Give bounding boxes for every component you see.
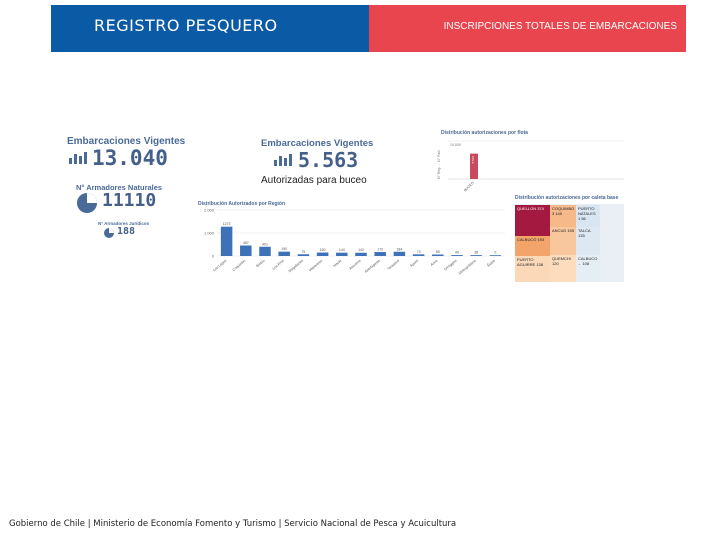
bar-value-label: 38	[474, 251, 478, 255]
bar	[451, 255, 463, 256]
page-title: REGISTRO PESQUERO	[94, 16, 278, 35]
bar	[355, 252, 367, 256]
bar-value-label: 401	[262, 242, 268, 246]
bar-value-label: 150	[320, 248, 326, 252]
treemap-cell: QUEMCHI 120	[550, 255, 576, 282]
bar	[412, 254, 425, 256]
bar-value-label: 65	[436, 250, 440, 254]
kpi-armadores-naturales-value: 11110	[102, 190, 157, 211]
bar	[470, 255, 482, 256]
page-subtitle: INSCRIPCIONES TOTALES DE EMBARCACIONES	[443, 21, 677, 32]
y-tick-label: 0	[212, 254, 215, 259]
x-tick-label: Magallanes	[288, 259, 304, 274]
kpi-vigentes-title: Embarcaciones Vigentes	[67, 136, 186, 147]
bar-value-label: 190	[281, 247, 287, 251]
pie-chart-icon	[104, 228, 114, 238]
region-chart-title: Distribución Autorizados por Región	[198, 201, 286, 207]
treemap-cell: ANCUD 155	[550, 227, 576, 255]
treemap-cell: PUERTO AGUIRRE 138	[515, 256, 550, 282]
y-axis-label: N° Reg. ... N° Part.	[437, 150, 441, 179]
treemap-cell: PUERTO NATALES 1 56	[576, 205, 600, 227]
kpi-armadores-juridicos-title: N° Armadores Jurídicos	[98, 221, 150, 226]
bar	[374, 252, 386, 256]
treemap-cell: CALBUCO ... 108	[576, 255, 600, 282]
x-tick-label: Maule	[333, 259, 343, 268]
bar-value-label: 5.563	[471, 156, 475, 164]
bar	[297, 254, 310, 256]
x-tick-label: Arica	[430, 259, 439, 267]
treemap-cell: TALCA 135	[576, 227, 600, 255]
bar-value-label: 144	[339, 248, 345, 252]
kpi-armadores-naturales-title: N° Armadores Naturales	[76, 183, 163, 192]
x-tick-label: Atacama	[348, 259, 361, 271]
x-tick-label: Tarapacá	[386, 259, 400, 271]
region-bar-chart: 2.000 1.000 0 1273 Los Lagos 457 Coquimbo 401 Bi…	[204, 208, 505, 276]
x-tick-label: Los Lagos	[212, 259, 227, 273]
header-subtitle-bar: INSCRIPCIONES TOTALES DE EMBARCACIONES	[369, 5, 686, 52]
x-tick-label: Los Ríos	[272, 259, 285, 271]
header-title-bar: REGISTRO PESQUERO	[51, 5, 369, 52]
x-tick-label: O'Higgins	[444, 259, 458, 272]
bar-chart-icon	[272, 152, 292, 166]
bar	[393, 251, 406, 256]
kpi-buceo-caption: Autorizadas para buceo	[261, 175, 367, 186]
flota-bar-chart: N° Reg. ... N° Part. 10.000 5.563 BUCEO	[437, 140, 624, 193]
x-tick-label: Aysén	[409, 259, 419, 268]
kpi-vigentes-value: 13.040	[92, 146, 168, 170]
bar	[220, 226, 233, 256]
kpi-buceo-title: Embarcaciones Vigentes	[261, 138, 374, 149]
bar-value-label: 142	[358, 248, 364, 252]
bar-chart-icon	[67, 150, 87, 164]
x-tick-label: Biobío	[255, 259, 265, 268]
treemap-cell: COQUIMBO 3 145	[550, 205, 576, 227]
bar-value-label: 40	[455, 251, 459, 255]
bar	[336, 252, 348, 256]
bar-value-label: 172	[377, 248, 383, 252]
flota-chart-title: Distribución autorizaciones por flota	[441, 130, 528, 136]
bar	[278, 251, 290, 256]
caleta-table-title: Distribución autorizaciones por caleta b…	[515, 195, 619, 201]
x-tick-label: Metropolitana	[458, 259, 477, 276]
bar-value-label: 457	[243, 241, 249, 245]
footer-text: Gobierno de Chile | Ministerio de Econom…	[9, 519, 457, 529]
x-tick-label: Coquimbo	[232, 259, 247, 272]
bar	[470, 153, 478, 179]
bar	[489, 255, 502, 256]
y-tick-label: 1.000	[204, 231, 215, 236]
x-tick-label: BUCEO	[463, 181, 475, 193]
kpi-armadores-juridicos-value: 188	[117, 226, 136, 237]
x-tick-label: Ñuble	[486, 258, 496, 268]
bar	[240, 245, 252, 256]
y-tick-label: 2.000	[204, 208, 215, 213]
bar-value-label: 1273	[223, 222, 231, 226]
kpi-buceo-value: 5.563	[298, 148, 359, 172]
treemap-cell: QUELLON 374	[515, 205, 550, 236]
bar-value-label: 73	[417, 250, 421, 254]
bar	[316, 252, 329, 256]
x-tick-label: Valparaíso	[308, 259, 323, 273]
bar	[432, 254, 444, 256]
bar-value-label: 0	[494, 251, 496, 255]
bar-value-label: 75	[301, 250, 305, 254]
x-tick-label: Antofagasta	[364, 259, 381, 274]
y-tick-label: 10.000	[450, 143, 461, 147]
bar	[259, 246, 271, 256]
treemap-cell: CALBUCO 193	[515, 236, 550, 256]
pie-chart-icon	[77, 193, 97, 213]
bar-value-label: 184	[396, 247, 402, 251]
